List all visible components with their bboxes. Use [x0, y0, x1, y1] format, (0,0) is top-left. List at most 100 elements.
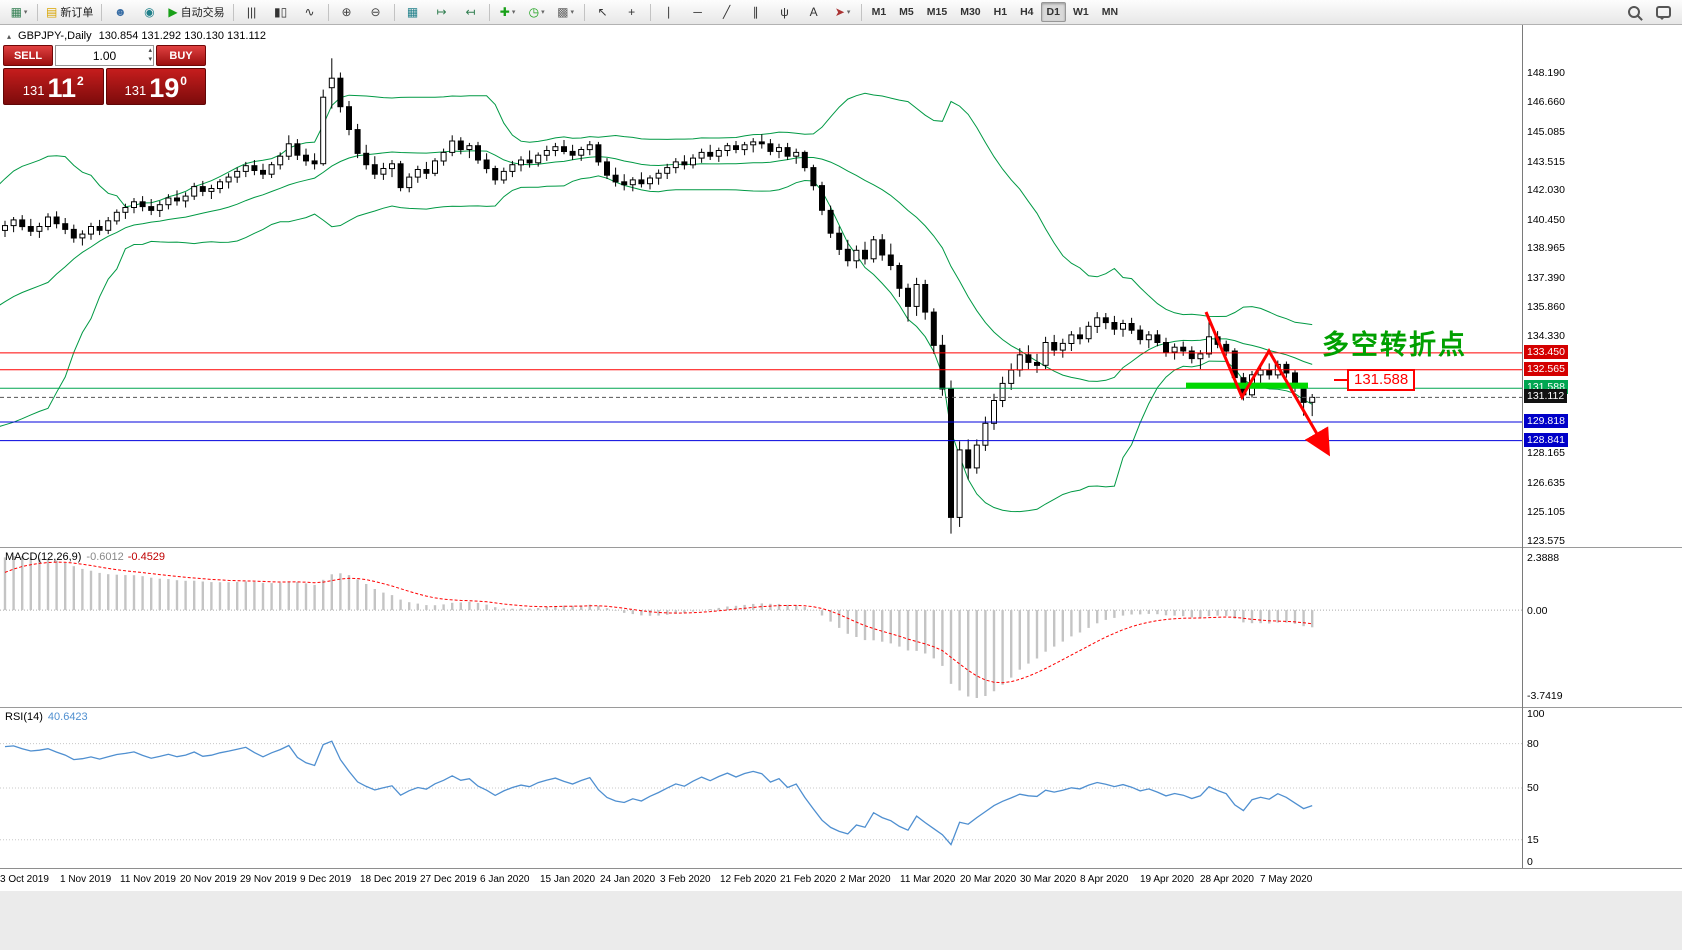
rsi-name: RSI(14): [5, 711, 43, 723]
turning-point-annotation[interactable]: 多空转折点: [1322, 330, 1467, 360]
timeframe-h1[interactable]: H1: [993, 6, 1008, 18]
channel-button[interactable]: ∥: [742, 1, 770, 24]
macd-label: MACD(12,26,9) -0.6012 -0.4529: [5, 551, 165, 563]
volume-up-icon[interactable]: ▴: [148, 47, 152, 54]
trendline-button[interactable]: ╱: [713, 1, 741, 24]
chart-shift-icon: ↤: [465, 5, 476, 19]
trend-arrow[interactable]: [1204, 311, 1331, 457]
cursor-button[interactable]: ↖: [589, 1, 617, 24]
timeframe-h4[interactable]: H4: [1020, 6, 1034, 18]
line-chart-button[interactable]: ∿: [296, 1, 324, 24]
date-axis[interactable]: 3 Oct 2019 1 Nov 2019 11 Nov 2019 20 Nov 20…: [0, 868, 1682, 891]
price-chart-canvas[interactable]: [0, 25, 1522, 548]
toolbar-separator: [101, 3, 103, 21]
buy-button[interactable]: BUY: [156, 45, 206, 66]
zoom-out-button[interactable]: ⊖: [362, 1, 390, 24]
timeframe-w1[interactable]: W1: [1072, 6, 1089, 18]
date-label: 20 Mar 2020: [960, 874, 1017, 885]
price-tag: 133.450: [1524, 344, 1568, 359]
macd-panel-canvas[interactable]: [0, 548, 1522, 708]
dropdown-arrow-icon[interactable]: ▾: [541, 9, 545, 16]
arrow-tools-icon: ➤: [834, 5, 845, 19]
support-label-connector: [1334, 379, 1347, 381]
axis-tick-label: 80: [1527, 737, 1539, 750]
indicators-icon: ✚: [499, 5, 510, 19]
volume-spinner[interactable]: ▴ ▾: [148, 46, 152, 64]
dropdown-arrow-icon[interactable]: ▾: [23, 9, 28, 16]
timeframe-m1[interactable]: M1: [871, 6, 887, 18]
volume-value: 1.00: [92, 48, 117, 63]
one-click-collapse-icon[interactable]: ▴: [7, 31, 12, 41]
bar-chart-button[interactable]: |||: [238, 1, 266, 24]
market-watch-button[interactable]: ◉: [135, 1, 163, 24]
date-label: 2 Mar 2020: [840, 874, 891, 885]
axis-tick-label: 146.660: [1527, 95, 1565, 108]
axis-tick-label: 142.030: [1527, 183, 1565, 196]
dropdown-arrow-icon[interactable]: ▾: [511, 9, 516, 16]
zoom-in-button[interactable]: ⊕: [333, 1, 361, 24]
auto-scroll-button[interactable]: ↦: [428, 1, 456, 24]
date-label: 8 Apr 2020: [1080, 874, 1129, 885]
rsi-panel-canvas[interactable]: [0, 708, 1522, 868]
dropdown-arrow-icon[interactable]: ▾: [846, 9, 851, 16]
date-label: 7 May 2020: [1260, 874, 1313, 885]
timeframe-d1[interactable]: D1: [1040, 2, 1066, 22]
timeframe-m15[interactable]: M15: [926, 6, 948, 18]
axis-tick-label: 137.390: [1527, 272, 1565, 285]
timeframe-mn[interactable]: MN: [1101, 6, 1119, 18]
date-label: 20 Nov 2019: [180, 874, 237, 885]
trendline-icon: ╱: [722, 5, 731, 19]
chart-shift-button[interactable]: ↤: [457, 1, 485, 24]
templates-button[interactable]: ▩ ▾: [552, 1, 580, 24]
support-price-label[interactable]: 131.588: [1347, 369, 1416, 391]
toolbar-separator: [649, 3, 651, 21]
bollinger-band: [0, 175, 1313, 513]
sell-button[interactable]: SELL: [3, 45, 53, 66]
timeframe-m30[interactable]: M30: [960, 6, 981, 18]
symbol-period-label: GBPJPY-,Daily: [18, 30, 92, 42]
tile-windows-button[interactable]: ▦: [399, 1, 427, 24]
new-order-icon: ▤: [46, 5, 58, 19]
candlestick-chart-button[interactable]: ▮▯: [267, 1, 295, 24]
indicators-button[interactable]: ✚ ▾: [494, 1, 522, 24]
templates-icon: ▩: [557, 5, 569, 19]
date-label: 30 Mar 2020: [1020, 874, 1077, 885]
periods-button[interactable]: ◷ ▾: [523, 1, 551, 24]
macd-panel-separator[interactable]: [0, 547, 1682, 548]
new-order-button[interactable]: ▤ 新订单: [42, 1, 97, 24]
dropdown-arrow-icon[interactable]: ▾: [570, 9, 574, 16]
crosshair-button[interactable]: +: [618, 1, 646, 24]
chat-icon: [1655, 6, 1671, 20]
axis-tick-label: 143.515: [1527, 155, 1565, 168]
date-label: 6 Jan 2020: [480, 874, 530, 885]
search-button[interactable]: [1620, 1, 1648, 24]
volume-field[interactable]: 1.00 ▴ ▾: [55, 45, 154, 66]
buy-price-panel[interactable]: 131 19 0: [105, 68, 206, 105]
price-tag: 128.841: [1524, 432, 1568, 447]
timeframe-m5[interactable]: M5: [899, 6, 914, 18]
pitchfork-button[interactable]: ψ: [771, 1, 799, 24]
arrow-tools-button[interactable]: ➤ ▾: [829, 1, 857, 24]
price-tag: 131.112: [1524, 389, 1568, 404]
chart-title: ▴ GBPJPY-,Daily 130.854 131.292 130.130 …: [7, 30, 266, 42]
text-button[interactable]: A: [800, 1, 828, 24]
axis-tick-label: 50: [1527, 782, 1539, 794]
profiles-button[interactable]: ☻: [106, 1, 134, 24]
date-label: 24 Jan 2020: [600, 874, 656, 885]
axis-tick-label: 140.450: [1527, 213, 1565, 226]
chat-button[interactable]: [1649, 1, 1677, 24]
date-label: 27 Dec 2019: [420, 874, 477, 885]
buy-price-pips: 19: [149, 73, 180, 103]
price-tag: 129.818: [1524, 413, 1568, 428]
vertical-line-button[interactable]: ∣: [655, 1, 683, 24]
rsi-panel-separator[interactable]: [0, 707, 1682, 708]
zoom-in-icon: ⊕: [341, 5, 352, 19]
sell-price-panel[interactable]: 131 11 2: [3, 68, 104, 105]
rsi-value: 40.6423: [47, 711, 88, 723]
horizontal-line-button[interactable]: ─: [684, 1, 712, 24]
auto-trading-button[interactable]: ▶ 自动交易: [164, 1, 228, 24]
volume-down-icon[interactable]: ▾: [148, 56, 152, 63]
new-chart-button[interactable]: ▦ ▾: [5, 1, 33, 24]
channel-icon: ∥: [752, 5, 759, 19]
axis-tick-label: -3.7419: [1527, 690, 1563, 702]
